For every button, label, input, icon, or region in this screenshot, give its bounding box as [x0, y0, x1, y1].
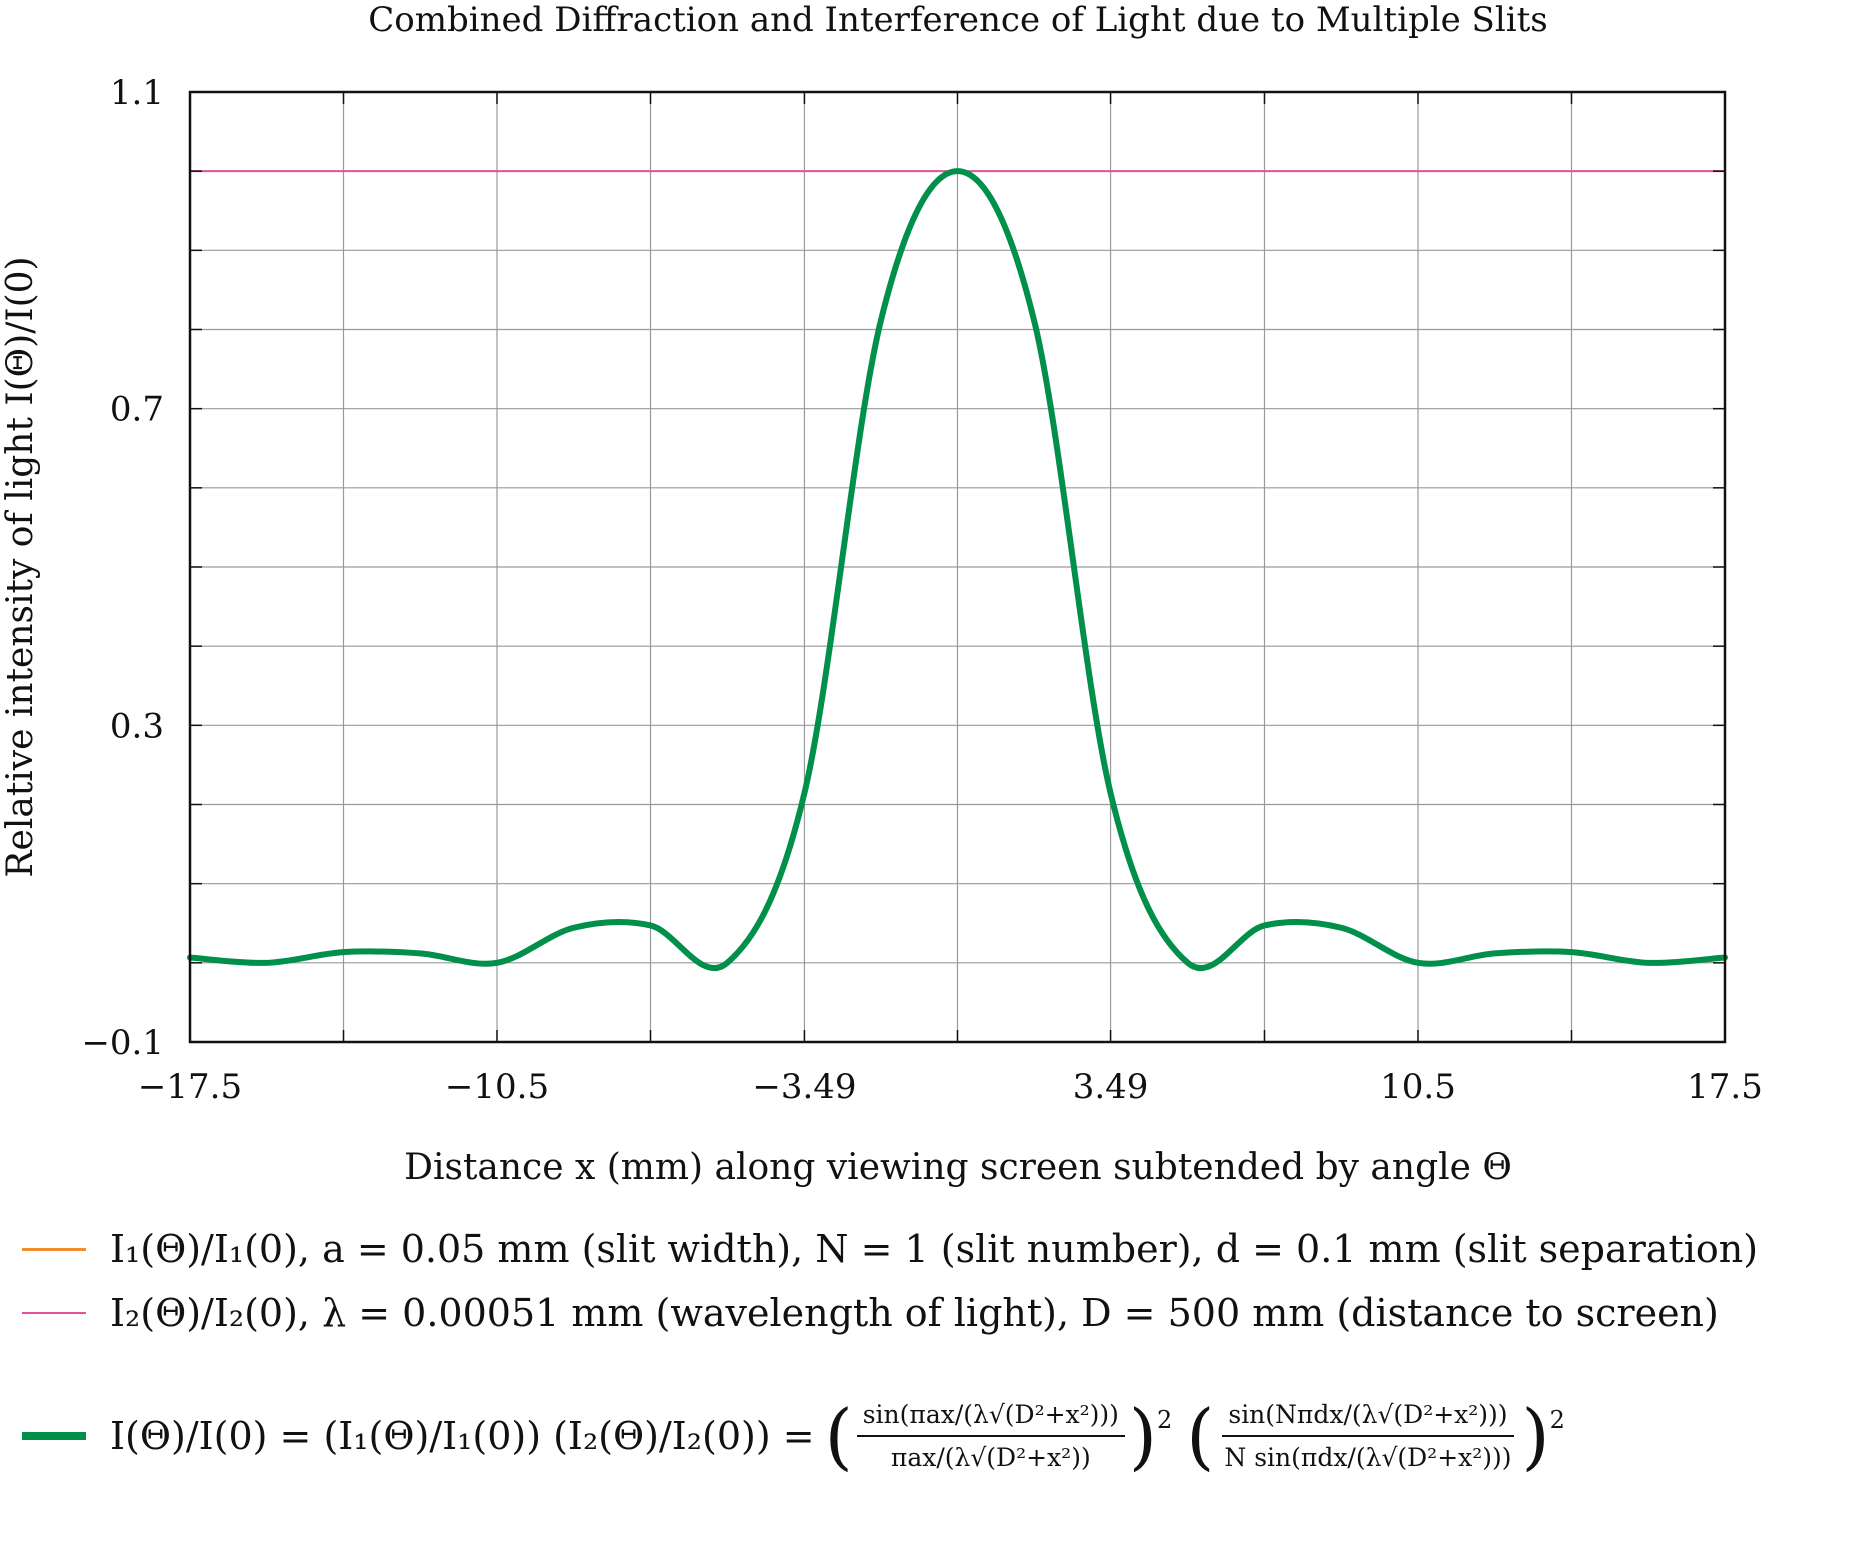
- y-tick-label: 1.1: [110, 73, 164, 113]
- chart: Combined Diffraction and Interference of…: [0, 0, 1763, 1188]
- paren-close-1: ): [1128, 1394, 1158, 1478]
- x-axis-label: Distance x (mm) along viewing screen sub…: [404, 1147, 1512, 1188]
- fraction-interference-numerator: sin(Nπdx/(λ√(D²+x²))): [1222, 1400, 1514, 1437]
- x-tick-label: 17.5: [1687, 1067, 1763, 1107]
- legend-item-diffraction: I₁(Θ)/I₁(0), a = 0.05 mm (slit width), N…: [22, 1224, 1758, 1274]
- x-tick-label: −10.5: [445, 1067, 549, 1107]
- fraction-diffraction-numerator: sin(πax/(λ√(D²+x²))): [856, 1400, 1125, 1437]
- y-tick-label: −0.1: [81, 1023, 164, 1063]
- x-tick-label: −3.49: [752, 1067, 856, 1107]
- x-tick-label: 3.49: [1073, 1067, 1149, 1107]
- y-tick-labels: −0.1 0.3 0.7 1.1: [81, 73, 164, 1063]
- fraction-diffraction-denominator: πax/(λ√(D²+x²)): [890, 1443, 1091, 1472]
- paren-open-1: (: [824, 1394, 853, 1478]
- exponent-2: 2: [1549, 1406, 1565, 1434]
- fraction-diffraction: sin(πax/(λ√(D²+x²))) πax/(λ√(D²+x²)): [856, 1400, 1125, 1472]
- paren-close-2: ): [1521, 1394, 1550, 1478]
- paren-open-2: (: [1186, 1394, 1215, 1478]
- legend-swatch-pink: [22, 1312, 86, 1314]
- legend-swatch-orange: [22, 1247, 86, 1251]
- legend-item-interference: I₂(Θ)/I₂(0), λ = 0.00051 mm (wavelength …: [22, 1288, 1719, 1338]
- y-tick-label: 0.3: [110, 706, 164, 746]
- exponent-1: 2: [1157, 1406, 1173, 1434]
- series-layer: [187, 168, 1728, 972]
- legend-label-interference: I₂(Θ)/I₂(0), λ = 0.00051 mm (wavelength …: [110, 1291, 1719, 1335]
- fraction-interference: sin(Nπdx/(λ√(D²+x²))) N sin(πdx/(λ√(D²+x…: [1218, 1400, 1517, 1472]
- ticks: [189, 91, 1726, 1043]
- fraction-interference-denominator: N sin(πdx/(λ√(D²+x²))): [1224, 1443, 1512, 1472]
- y-tick-label: 0.7: [110, 390, 164, 430]
- legend-label-diffraction: I₁(Θ)/I₁(0), a = 0.05 mm (slit width), N…: [110, 1227, 1759, 1271]
- grid: [189, 91, 1726, 1043]
- x-tick-labels: −17.5 −10.5 −3.49 3.49 10.5 17.5: [138, 1067, 1763, 1107]
- series-combined: [187, 168, 1728, 972]
- legend-item-combined: I(Θ)/I(0) = (I₁(Θ)/I₁(0)) (I₂(Θ)/I₂(0)) …: [22, 1400, 1579, 1472]
- y-axis-label: Relative intensity of light I(Θ)/I(0): [0, 256, 41, 877]
- x-tick-label: 10.5: [1380, 1067, 1456, 1107]
- x-tick-label: −17.5: [138, 1067, 242, 1107]
- formula-lhs: I(Θ)/I(0) = (I₁(Θ)/I₁(0)) (I₂(Θ)/I₂(0)) …: [110, 1414, 815, 1458]
- legend-swatch-green: [22, 1432, 86, 1440]
- chart-title: Combined Diffraction and Interference of…: [368, 0, 1547, 40]
